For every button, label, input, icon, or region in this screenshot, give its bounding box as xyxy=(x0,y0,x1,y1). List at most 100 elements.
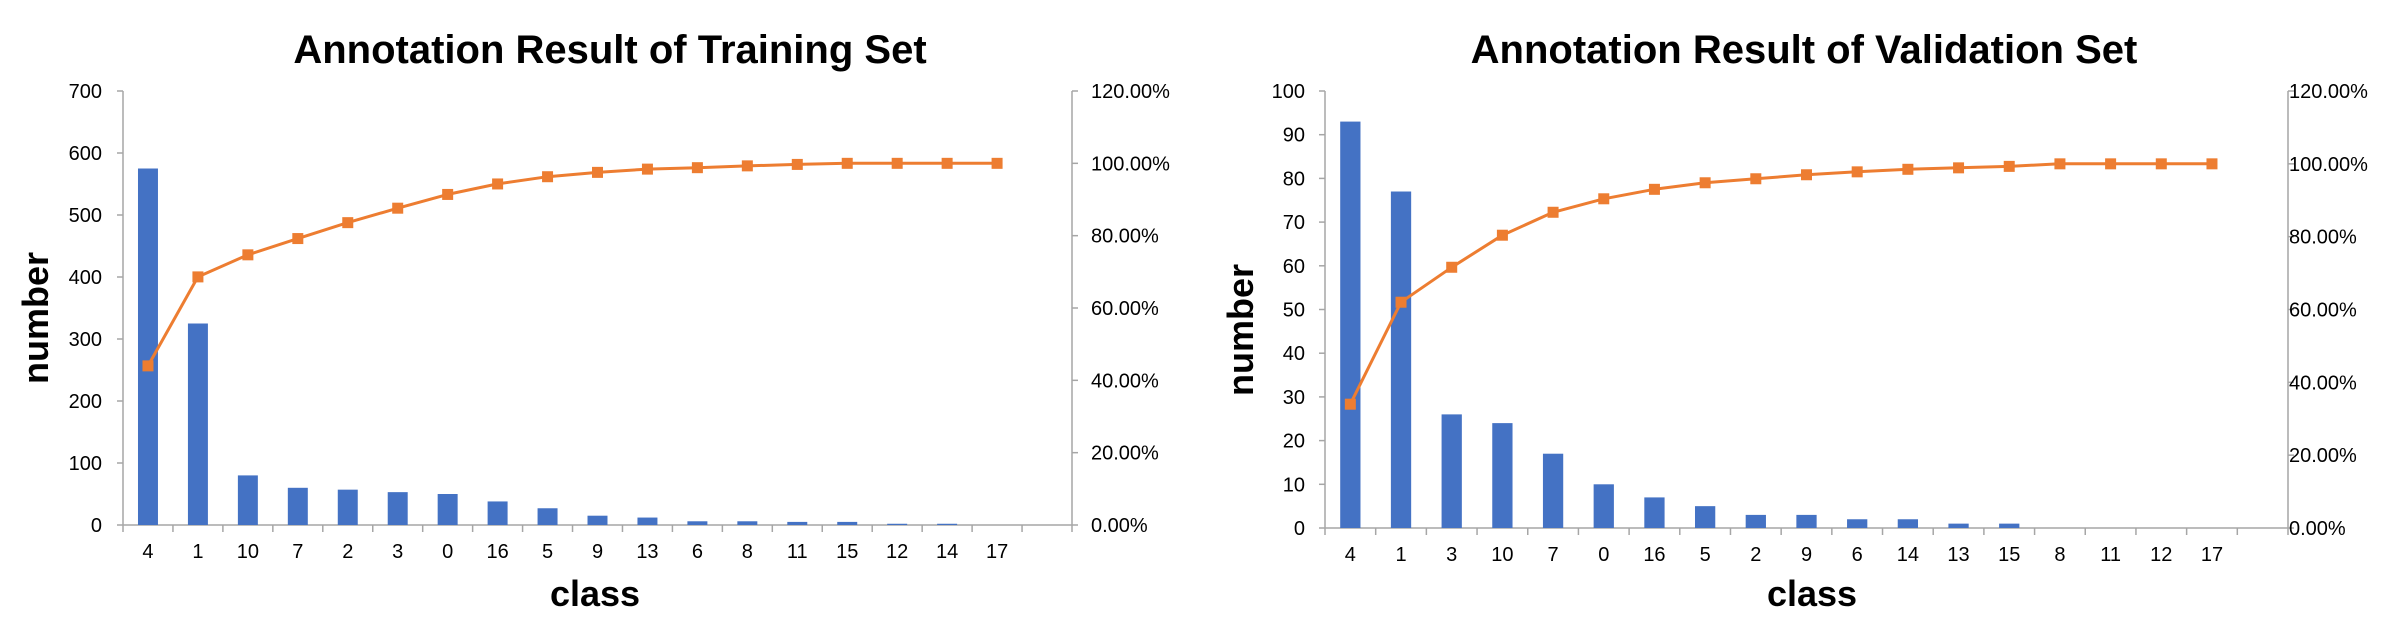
y-tick-label: 50 xyxy=(1283,300,1305,322)
bar xyxy=(1644,497,1665,528)
cumulative-point xyxy=(292,233,304,245)
x-tick-label: 8 xyxy=(2054,544,2065,566)
bar xyxy=(1745,514,1766,528)
bar xyxy=(1796,514,1817,528)
bar xyxy=(937,523,958,525)
y2-tick-label: 100.00% xyxy=(2289,154,2368,176)
x-tick-label: 10 xyxy=(1491,544,1513,566)
y2-tick-label: 80.00% xyxy=(2289,227,2357,249)
cumulative-point xyxy=(2155,158,2167,170)
y-tick-label: 600 xyxy=(69,143,102,165)
bar xyxy=(737,521,758,525)
cumulative-line xyxy=(146,161,998,367)
x-tick-label: 6 xyxy=(1852,544,1863,566)
cumulative-point xyxy=(741,160,753,172)
x-tick-label: 0 xyxy=(1598,544,1609,566)
y-tick-label: 60 xyxy=(1283,256,1305,278)
x-tick-label: 14 xyxy=(936,541,958,563)
cumulative-point xyxy=(392,202,404,214)
cumulative-point xyxy=(2003,160,2015,172)
x-tick-label: 12 xyxy=(2150,544,2172,566)
y-tick-label: 10 xyxy=(1283,474,1305,496)
cumulative-point xyxy=(242,249,254,261)
cumulative-point xyxy=(1750,173,1762,185)
cumulative-point xyxy=(791,158,803,170)
bar xyxy=(1542,453,1564,528)
bar xyxy=(187,323,208,525)
x-tick-label: 13 xyxy=(1947,544,1969,566)
x-tick-label: 5 xyxy=(1700,544,1711,566)
y2-tick-label: 120.00% xyxy=(1091,81,1170,103)
cumulative-point xyxy=(2206,158,2218,170)
x-tick-label: 3 xyxy=(1446,544,1457,566)
x-tick-label: 0 xyxy=(442,541,453,563)
bar xyxy=(787,521,808,525)
y-tick-label: 100 xyxy=(69,453,102,475)
cumulative-point xyxy=(991,157,1003,169)
bar xyxy=(1948,523,1969,528)
y-tick-label: 40 xyxy=(1283,343,1305,365)
chart-title: Annotation Result of Validation Set xyxy=(1471,28,2138,72)
cumulative-point xyxy=(442,188,454,200)
cumulative-point xyxy=(1344,398,1356,410)
bar xyxy=(887,523,908,525)
cumulative-point xyxy=(1902,163,1914,175)
bar xyxy=(1847,519,1868,528)
bar xyxy=(537,508,558,525)
y-tick-label: 400 xyxy=(69,267,102,289)
cumulative-point xyxy=(941,157,953,169)
x-tick-label: 4 xyxy=(1345,544,1356,566)
y2-tick-label: 80.00% xyxy=(1091,226,1159,248)
x-tick-label: 12 xyxy=(886,541,908,563)
x-tick-label: 2 xyxy=(1750,544,1761,566)
cumulative-point xyxy=(1953,162,1965,174)
bar xyxy=(1340,121,1361,528)
x-tick-label: 2 xyxy=(342,541,353,563)
x-tick-label: 13 xyxy=(636,541,658,563)
bar xyxy=(1999,523,2020,528)
bar xyxy=(1441,414,1462,528)
x-tick-label: 5 xyxy=(542,541,553,563)
x-tick-label: 15 xyxy=(836,541,858,563)
cumulative-point xyxy=(142,360,154,372)
y-tick-label: 200 xyxy=(69,391,102,413)
bar xyxy=(637,517,658,525)
training-set-chart: Annotation Result of Training Set number… xyxy=(15,28,1170,614)
y2-tick-label: 0.00% xyxy=(2289,518,2346,540)
y2-tick-label: 60.00% xyxy=(1091,298,1159,320)
x-tick-label: 1 xyxy=(192,541,203,563)
bar xyxy=(137,168,158,525)
x-tick-label: 14 xyxy=(1897,544,1919,566)
x-tick-label: 11 xyxy=(2100,544,2121,566)
x-tick-label: 3 xyxy=(392,541,403,563)
bar xyxy=(587,515,608,525)
cumulative-point xyxy=(1801,169,1812,181)
y-tick-label: 20 xyxy=(1283,431,1305,453)
x-tick-label: 6 xyxy=(692,541,703,563)
x-tick-label: 17 xyxy=(986,541,1008,563)
cumulative-point xyxy=(841,157,853,169)
cumulative-point xyxy=(891,157,903,169)
x-axis-label: class xyxy=(1767,573,1857,614)
x-tick-label: 16 xyxy=(486,541,508,563)
x-tick-label: 9 xyxy=(592,541,603,563)
y-tick-label: 300 xyxy=(69,329,102,351)
y-tick-label: 30 xyxy=(1283,387,1305,409)
x-tick-label: 11 xyxy=(787,541,808,563)
bar xyxy=(1390,191,1412,528)
cumulative-point xyxy=(1547,206,1559,218)
x-tick-label: 10 xyxy=(237,541,259,563)
cumulative-point xyxy=(691,162,703,174)
y2-tick-label: 20.00% xyxy=(1091,443,1159,465)
cumulative-point xyxy=(1496,229,1508,241)
y2-tick-label: 40.00% xyxy=(2289,372,2357,394)
cumulative-point xyxy=(592,166,603,178)
bar xyxy=(1897,519,1919,528)
y2-tick-label: 100.00% xyxy=(1091,153,1170,175)
bar xyxy=(1492,423,1513,528)
y2-tick-label: 120.00% xyxy=(2289,81,2368,103)
training-chart-panel: Annotation Result of Training Set number… xyxy=(0,0,1197,623)
y-tick-label: 700 xyxy=(69,81,102,103)
bar xyxy=(337,489,358,525)
y2-tick-label: 60.00% xyxy=(2289,300,2357,322)
